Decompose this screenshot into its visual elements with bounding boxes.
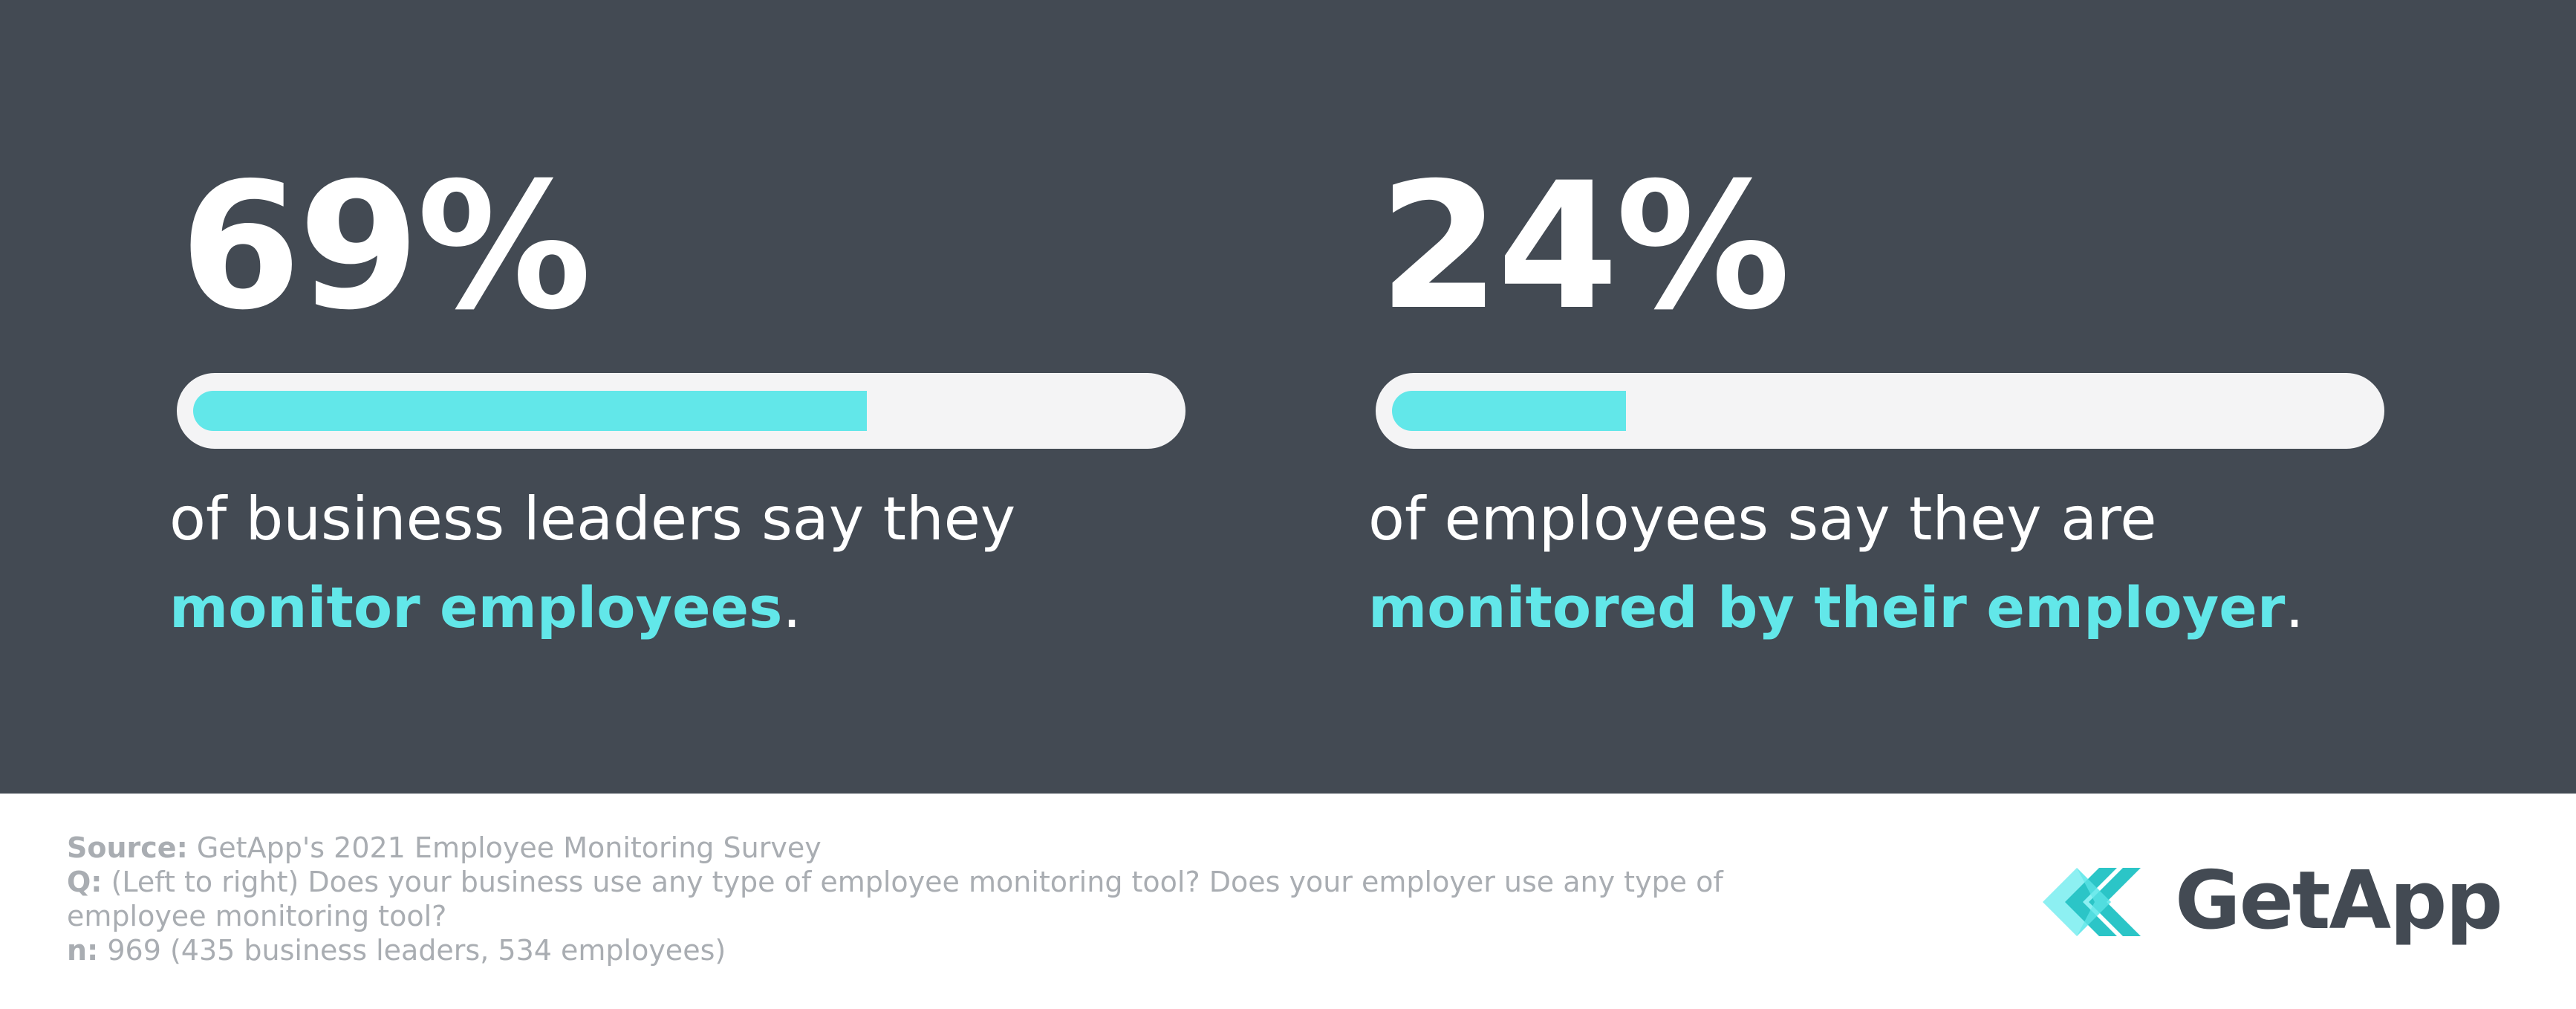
- getapp-chevron-icon: [2043, 868, 2141, 936]
- question-text: (Left to right) Does your business use a…: [111, 866, 1723, 898]
- source-line: Source: GetApp's 2021 Employee Monitorin…: [67, 831, 1775, 865]
- stats-panel: 69% of business leaders say they monitor…: [0, 0, 2576, 794]
- description-highlight: monitored by their employer: [1368, 574, 2286, 640]
- description-line: monitored by their employer.: [1368, 563, 2408, 652]
- source-text: GetApp's 2021 Employee Monitoring Survey: [196, 831, 822, 864]
- stat-value: 69%: [180, 146, 591, 348]
- getapp-logo: GetApp: [2043, 854, 2518, 947]
- description-line: of employees say they are: [1368, 484, 2157, 554]
- progress-track: [177, 373, 1185, 449]
- logo-wordmark: GetApp: [2175, 854, 2503, 947]
- description-end: .: [782, 572, 801, 641]
- description-highlight: monitor employees: [169, 574, 783, 640]
- description-line: monitor employees.: [169, 563, 1209, 652]
- sample-size-key: n:: [67, 934, 99, 967]
- stat-business-leaders: 69% of business leaders say they monitor…: [169, 0, 1209, 794]
- stat-value: 24%: [1379, 146, 1790, 348]
- stat-description: of business leaders say they monitor emp…: [169, 476, 1209, 652]
- stat-employees: 24% of employees say they are monitored …: [1368, 0, 2408, 794]
- progress-fill: [193, 391, 867, 431]
- progress-fill: [1392, 391, 1626, 431]
- source-notes: Source: GetApp's 2021 Employee Monitorin…: [67, 831, 1775, 967]
- sample-size-text: 969 (435 business leaders, 534 employees…: [107, 934, 726, 967]
- question-key: Q:: [67, 866, 103, 898]
- stat-description: of employees say they are monitored by t…: [1368, 476, 2408, 652]
- description-line: of business leaders say they: [169, 484, 1016, 554]
- question-line: Q: (Left to right) Does your business us…: [67, 865, 1775, 899]
- description-end: .: [2285, 572, 2304, 641]
- progress-track: [1376, 373, 2384, 449]
- source-key: Source:: [67, 831, 188, 864]
- sample-size-line: n: 969 (435 business leaders, 534 employ…: [67, 933, 1775, 967]
- question-line-continued: employee monitoring tool?: [67, 900, 447, 932]
